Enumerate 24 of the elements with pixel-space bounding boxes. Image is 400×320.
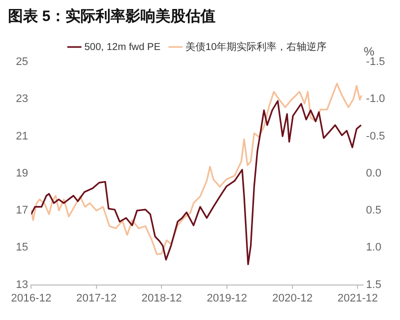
y2-tick-label: 1.5: [366, 278, 382, 291]
y-tick-label: 13: [16, 278, 28, 291]
y2-tick-label: 1.0: [366, 242, 382, 254]
chart-title: 图表 5：实际利率影响美股估值: [8, 7, 216, 26]
x-tick-label: 2017-12: [76, 292, 117, 304]
legend-label: 美债10年期实际利率，右轴逆序: [186, 40, 327, 53]
x-tick-label: 2018-12: [142, 292, 182, 304]
x-tick-label: 2016-12: [10, 292, 52, 304]
y2-tick-label: 0.5: [366, 204, 382, 217]
y-tick-label: 21: [16, 130, 28, 142]
y2-tick-label: 0.0: [366, 167, 382, 180]
y2-tick-label: -1.0: [366, 93, 386, 106]
y2-tick-label: -1.5: [366, 56, 386, 68]
y2-axis-title: %: [364, 44, 375, 58]
legend-label: 500, 12m fwd PE: [84, 42, 161, 53]
x-tick-label: 2019-12: [206, 292, 248, 304]
y2-tick-label: -0.5: [366, 130, 386, 142]
y-tick-label: 19: [16, 167, 28, 180]
x-tick-label: 2021-12: [337, 292, 378, 304]
y-tick-label: 17: [16, 204, 28, 217]
x-tick-label: 2020-12: [272, 292, 313, 304]
y-tick-label: 25: [16, 56, 28, 68]
y-tick-label: 15: [16, 242, 28, 254]
y-tick-label: 23: [16, 93, 28, 106]
